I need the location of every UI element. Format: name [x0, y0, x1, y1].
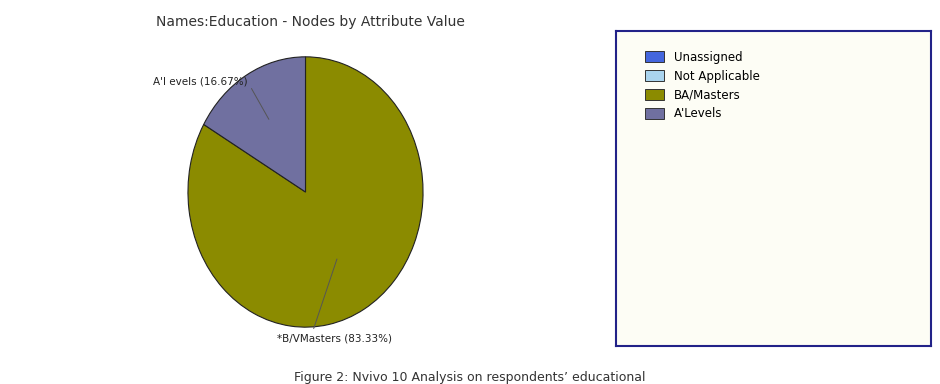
Text: Figure 2: Nvivo 10 Analysis on respondents’ educational: Figure 2: Nvivo 10 Analysis on responden… [294, 371, 646, 384]
Text: Names:Education - Nodes by Attribute Value: Names:Education - Nodes by Attribute Val… [156, 15, 464, 29]
Text: *B/VMasters (83.33%): *B/VMasters (83.33%) [277, 259, 392, 344]
Wedge shape [204, 57, 306, 192]
Text: A'l evels (16.67%): A'l evels (16.67%) [152, 76, 269, 119]
Wedge shape [188, 57, 423, 327]
Legend: Unassigned, Not Applicable, BA/Masters, A'Levels: Unassigned, Not Applicable, BA/Masters, … [640, 46, 764, 125]
